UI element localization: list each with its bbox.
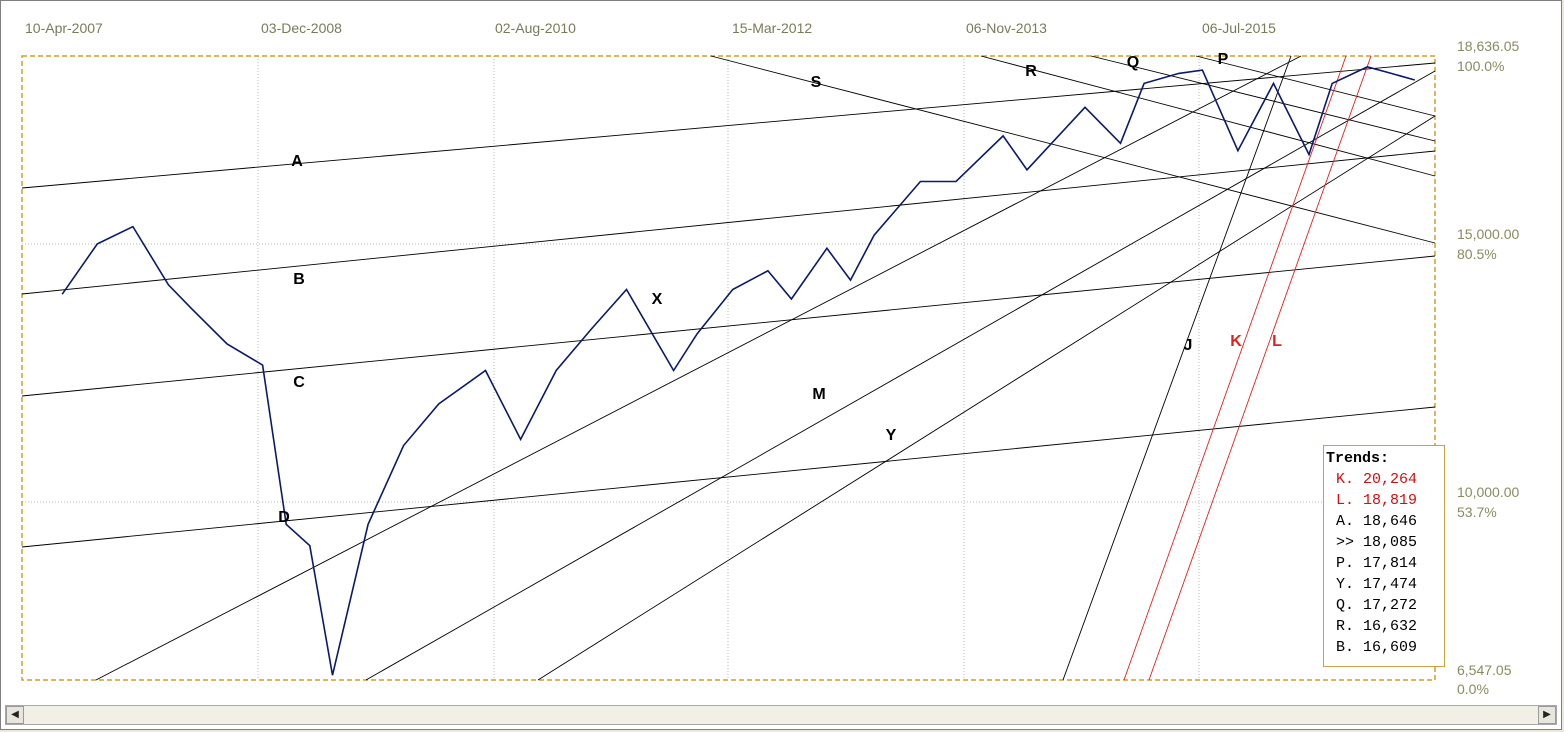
y-tick-percent: 0.0% <box>1457 681 1489 697</box>
arrow-left-icon[interactable]: ◀ <box>6 706 24 724</box>
trend-line-j <box>1062 55 1292 681</box>
trends-row-value: 18,819 <box>1354 492 1418 509</box>
trends-row: P. 17,814 <box>1326 553 1444 574</box>
trends-row-value: 16,632 <box>1354 618 1418 635</box>
trends-row-label: Y. <box>1336 576 1355 593</box>
trend-line-c <box>21 255 1436 397</box>
trend-line-x <box>95 55 1302 681</box>
trend-line-d <box>21 406 1436 548</box>
y-tick-value: 6,547.05 <box>1457 662 1512 678</box>
trend-line-label-b: B <box>293 271 305 288</box>
plot-border <box>21 55 1436 681</box>
trend-line-label-l: L <box>1272 333 1282 350</box>
trend-line-label-j: J <box>1184 337 1193 354</box>
trends-row-label: B. <box>1336 639 1355 656</box>
trend-lines <box>21 55 1436 681</box>
x-tick-label: 06-Nov-2013 <box>966 20 1047 36</box>
trends-legend: Trends: K. 20,264 L. 18,819 A. 18,646 >> 18… <box>1323 445 1445 667</box>
trends-row-label: R. <box>1336 618 1355 635</box>
trends-row-value: 17,814 <box>1354 555 1418 572</box>
trends-row-label: P. <box>1336 555 1355 572</box>
trend-line-y <box>537 115 1436 681</box>
trends-row-value: 17,474 <box>1354 576 1418 593</box>
trends-row-value: 20,264 <box>1354 471 1418 488</box>
trends-row: A. 18,646 <box>1326 511 1444 532</box>
trends-row: L. 18,819 <box>1326 490 1444 511</box>
x-tick-label: 06-Jul-2015 <box>1202 20 1276 36</box>
arrow-right-icon[interactable]: ▶ <box>1538 706 1556 724</box>
y-tick-percent: 100.0% <box>1457 58 1504 74</box>
trends-row: B. 16,609 <box>1326 637 1444 658</box>
x-tick-labels: 10-Apr-2007 03-Dec-2008 02-Aug-2010 15-Mar-… <box>25 20 1276 36</box>
trend-line-m <box>365 70 1436 681</box>
trend-line-a <box>21 62 1436 189</box>
trend-line-label-a: A <box>291 153 303 170</box>
trends-row-label: Q. <box>1336 597 1355 614</box>
trend-line-labels: A B C D X M Y S R Q P J K L <box>278 51 1282 526</box>
trends-title: Trends: <box>1326 450 1390 467</box>
trends-row-value: 18,646 <box>1354 513 1418 530</box>
trend-line-l <box>1148 55 1372 681</box>
y-tick-labels: 18,636.05 100.0% 15,000.00 80.5% 10,000.00 53… <box>1457 38 1519 697</box>
trend-line-label-s: S <box>811 74 822 91</box>
y-tick-percent: 53.7% <box>1457 504 1497 520</box>
x-tick-label: 10-Apr-2007 <box>25 20 103 36</box>
trends-row: R. 16,632 <box>1326 616 1444 637</box>
trend-line-s <box>710 55 1436 244</box>
trends-row-label: K. <box>1336 471 1355 488</box>
trends-row-value: 16,609 <box>1354 639 1418 656</box>
trend-line-k <box>1123 55 1347 681</box>
trends-row-label: A. <box>1336 513 1355 530</box>
trend-line-label-p: P <box>1218 51 1229 68</box>
trend-line-label-q: Q <box>1127 54 1139 71</box>
chart-canvas: 10-Apr-2007 03-Dec-2008 02-Aug-2010 15-Mar-… <box>21 20 1519 697</box>
horizontal-scrollbar[interactable]: ◀ ▶ <box>5 705 1557 725</box>
trend-line-label-x: X <box>652 291 663 308</box>
trends-row: >> 18,085 <box>1326 532 1444 553</box>
trend-line-r <box>980 55 1436 177</box>
trends-row-label: >> <box>1336 534 1355 551</box>
trend-line-label-d: D <box>278 509 290 526</box>
x-tick-label: 15-Mar-2012 <box>732 20 812 36</box>
y-tick-value: 15,000.00 <box>1457 226 1519 242</box>
x-tick-label: 02-Aug-2010 <box>495 20 576 36</box>
trends-row-label: L. <box>1336 492 1355 509</box>
trends-row: Y. 17,474 <box>1326 574 1444 595</box>
trend-line-q <box>1090 55 1436 142</box>
y-tick-percent: 80.5% <box>1457 246 1497 262</box>
trend-line-p <box>1195 55 1436 117</box>
x-tick-label: 03-Dec-2008 <box>261 20 342 36</box>
y-tick-value: 18,636.05 <box>1457 38 1519 54</box>
trend-line-label-r: R <box>1025 63 1037 80</box>
trends-row-value: 17,272 <box>1354 597 1418 614</box>
trend-line-label-c: C <box>293 374 305 391</box>
grid <box>22 56 1435 680</box>
trends-row: K. 20,264 <box>1326 469 1444 490</box>
trends-row-value: 18,085 <box>1354 534 1418 551</box>
y-tick-value: 10,000.00 <box>1457 484 1519 500</box>
price-series-line <box>61 66 1416 676</box>
trend-line-label-y: Y <box>886 427 897 444</box>
trend-line-label-k: K <box>1230 333 1242 350</box>
trend-line-b <box>21 150 1436 295</box>
trend-line-label-m: M <box>812 386 825 403</box>
trends-row: Q. 17,272 <box>1326 595 1444 616</box>
